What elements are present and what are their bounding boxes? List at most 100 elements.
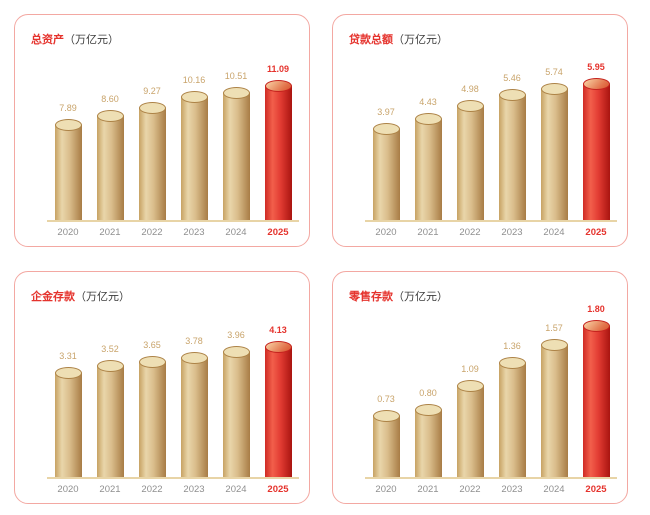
bar-value-label: 5.95 <box>587 62 605 72</box>
chart-panel-total-loans: 贷款总额（万亿元） 3.97 4.43 4.98 5.46 5.74 5.95 2020 2… <box>332 14 628 247</box>
bar-cylinder <box>582 320 610 477</box>
bar-cylinder <box>498 357 526 477</box>
chart-panel-total-assets: 总资产（万亿元） 7.89 8.60 9.27 10.16 10.51 11.09 202… <box>14 14 310 247</box>
bar-slot: 3.96 <box>215 330 257 477</box>
bar-value-label: 3.52 <box>101 344 119 354</box>
bar-slot: 1.57 <box>533 323 575 477</box>
chart-title-main: 总资产 <box>31 34 64 46</box>
x-axis-label: 2020 <box>57 227 79 238</box>
bar-cylinder <box>264 341 292 477</box>
bar-cylinder <box>96 360 124 477</box>
bar-cylinder <box>222 87 250 220</box>
bar-value-label: 1.36 <box>503 341 521 351</box>
chart-title: 贷款总额（万亿元） <box>349 34 627 47</box>
bar-slot: 4.13 <box>257 325 299 477</box>
bar-value-label: 9.27 <box>143 86 161 96</box>
chart-panel-corporate-deposits: 企金存款（万亿元） 3.31 3.52 3.65 3.78 3.96 4.13 2020 2… <box>14 271 310 504</box>
bar-slot: 5.95 <box>575 62 617 220</box>
bar-cylinder <box>138 356 166 477</box>
bar-slot: 5.74 <box>533 67 575 220</box>
x-axis-label: 2021 <box>99 484 121 495</box>
bar-slot: 3.31 <box>47 351 89 477</box>
x-axis-labels: 2020 2021 2022 2023 2024 2025 <box>47 484 299 495</box>
bar-value-label: 3.31 <box>59 351 77 361</box>
bar-value-label: 11.09 <box>266 64 290 74</box>
bar-value-label: 10.16 <box>182 75 206 85</box>
bar-value-label: 3.97 <box>377 107 395 117</box>
bar-value-label: 7.89 <box>59 103 77 113</box>
bar-cylinder <box>540 83 568 220</box>
chart-title: 总资产（万亿元） <box>31 34 309 47</box>
bar-value-label: 1.57 <box>545 323 563 333</box>
bar-value-label: 0.73 <box>377 394 395 404</box>
x-axis-label: 2021 <box>417 227 439 238</box>
bar-value-label: 1.80 <box>587 304 605 314</box>
bar-cylinder <box>96 110 124 220</box>
chart-title-main: 零售存款 <box>349 291 393 303</box>
x-axis-label: 2024 <box>225 484 247 495</box>
x-axis-label: 2021 <box>417 484 439 495</box>
bar-slot: 4.98 <box>449 84 491 220</box>
bar-cylinder <box>498 89 526 220</box>
bar-cylinder <box>372 123 400 220</box>
bar-chart-plot: 0.73 0.80 1.09 1.36 1.57 1.80 <box>365 304 617 479</box>
bar-cylinder <box>456 380 484 477</box>
bar-value-label: 8.60 <box>101 94 119 104</box>
chart-title: 企金存款（万亿元） <box>31 291 309 304</box>
bar-cylinder <box>180 352 208 477</box>
bar-slot: 4.43 <box>407 97 449 220</box>
x-axis-label: 2022 <box>459 227 481 238</box>
bar-cylinder <box>414 113 442 220</box>
x-axis-labels: 2020 2021 2022 2023 2024 2025 <box>47 227 299 238</box>
x-axis-labels: 2020 2021 2022 2023 2024 2025 <box>365 484 617 495</box>
bar-slot: 1.36 <box>491 341 533 477</box>
bar-slot: 10.51 <box>215 71 257 220</box>
bar-slot: 1.09 <box>449 364 491 477</box>
bar-slot: 11.09 <box>257 64 299 220</box>
bar-slot: 3.65 <box>131 340 173 477</box>
x-axis-label: 2023 <box>501 484 523 495</box>
bar-cylinder <box>540 339 568 477</box>
bar-cylinder <box>414 404 442 477</box>
x-axis-label: 2020 <box>375 484 397 495</box>
x-axis-label: 2022 <box>141 227 163 238</box>
bar-value-label: 3.78 <box>185 336 203 346</box>
bar-cylinder <box>372 410 400 477</box>
bar-value-label: 5.46 <box>503 73 521 83</box>
x-axis-label: 2023 <box>183 484 205 495</box>
x-axis-label: 2025 <box>267 484 289 495</box>
chart-title-main: 企金存款 <box>31 291 75 303</box>
chart-title-unit: （万亿元） <box>393 291 448 303</box>
bar-slot: 3.97 <box>365 107 407 220</box>
bar-cylinder <box>456 100 484 220</box>
bar-value-label: 5.74 <box>545 67 563 77</box>
bar-slot: 8.60 <box>89 94 131 220</box>
bar-value-label: 10.51 <box>224 71 248 81</box>
bar-cylinder <box>54 367 82 477</box>
bar-slot: 0.80 <box>407 388 449 477</box>
bar-value-label: 3.96 <box>227 330 245 340</box>
bar-cylinder <box>180 91 208 220</box>
bar-slot: 0.73 <box>365 394 407 477</box>
bar-value-label: 4.43 <box>419 97 437 107</box>
bar-slot: 7.89 <box>47 103 89 220</box>
x-axis-label: 2024 <box>225 227 247 238</box>
chart-title-unit: （万亿元） <box>64 34 119 46</box>
bar-slot: 3.78 <box>173 336 215 477</box>
bar-value-label: 4.98 <box>461 84 479 94</box>
bar-chart-plot: 3.31 3.52 3.65 3.78 3.96 4.13 <box>47 316 299 479</box>
bar-slot: 5.46 <box>491 73 533 220</box>
chart-panel-retail-deposits: 零售存款（万亿元） 0.73 0.80 1.09 1.36 1.57 1.80 2020 2… <box>332 271 628 504</box>
bar-slot: 9.27 <box>131 86 173 220</box>
x-axis-label: 2021 <box>99 227 121 238</box>
bar-value-label: 3.65 <box>143 340 161 350</box>
x-axis-label: 2022 <box>459 484 481 495</box>
x-axis-label: 2022 <box>141 484 163 495</box>
x-axis-label: 2023 <box>501 227 523 238</box>
x-axis-label: 2024 <box>543 227 565 238</box>
bar-slot: 10.16 <box>173 75 215 220</box>
bar-chart-plot: 3.97 4.43 4.98 5.46 5.74 5.95 <box>365 59 617 222</box>
bar-slot: 1.80 <box>575 304 617 477</box>
bar-chart-plot: 7.89 8.60 9.27 10.16 10.51 11.09 <box>47 59 299 222</box>
x-axis-label: 2025 <box>267 227 289 238</box>
